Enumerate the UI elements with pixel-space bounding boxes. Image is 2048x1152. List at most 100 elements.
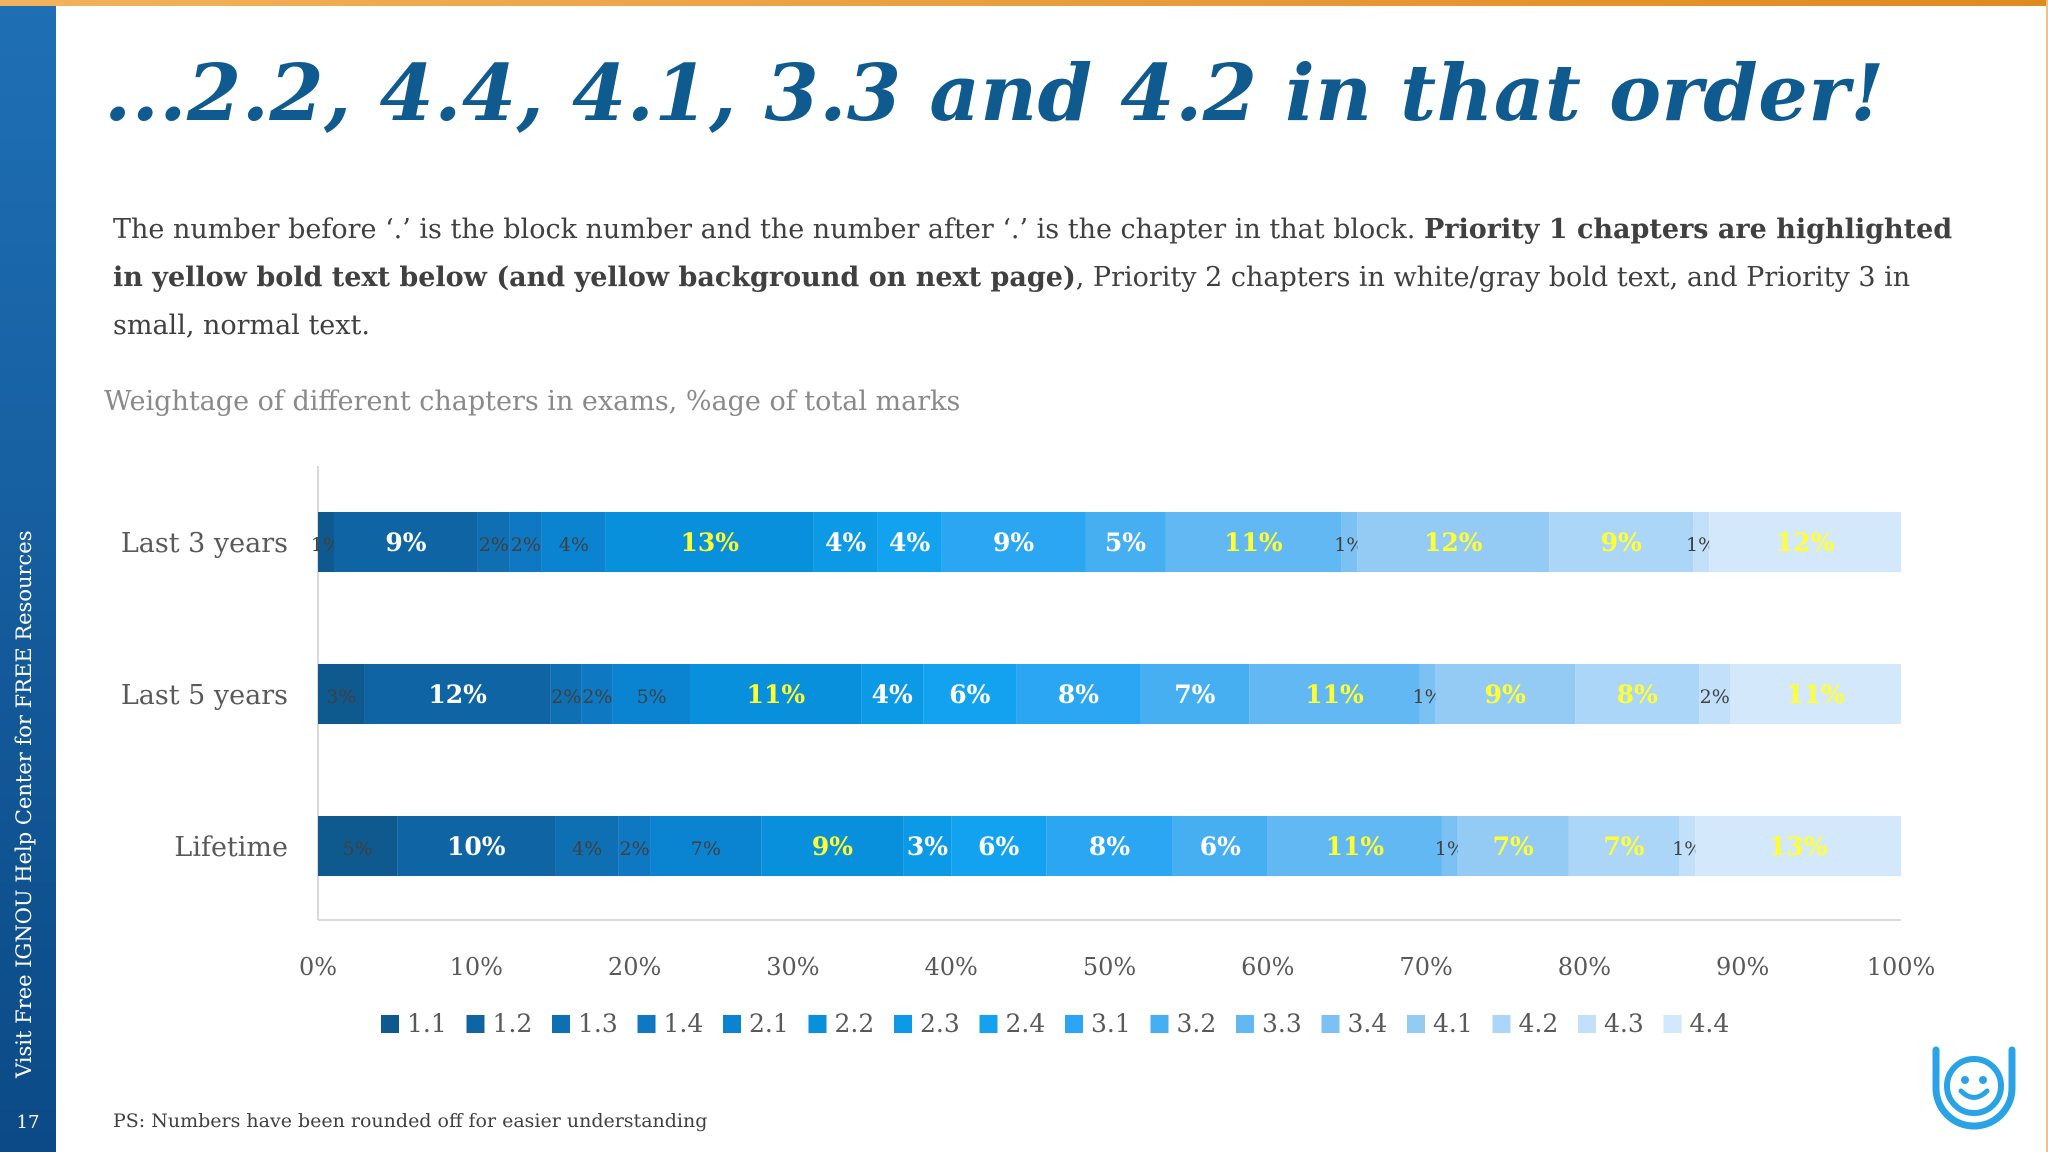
bar-segment: [1249, 664, 1420, 724]
x-tick-label: 50%: [1083, 953, 1136, 981]
bar-segment: [923, 664, 1017, 724]
legend-label: 4.1: [1433, 1009, 1473, 1038]
legend-swatch: [723, 1015, 741, 1033]
data-label: 2%: [551, 686, 581, 708]
bar-segment: [1695, 816, 1901, 876]
data-label: 7%: [1603, 832, 1644, 861]
legend-label: 1.3: [578, 1009, 618, 1038]
legend-label: 3.4: [1348, 1009, 1388, 1038]
bar-segment: [550, 664, 582, 724]
bar-segment: [541, 512, 606, 572]
bar-segment: [1046, 816, 1173, 876]
description-text-1: The number before ‘.’ is the block numbe…: [113, 214, 1424, 245]
data-label: 10%: [447, 832, 506, 861]
legend-label: 2.3: [920, 1009, 960, 1038]
legend-swatch: [1407, 1015, 1425, 1033]
legend-swatch: [1492, 1015, 1511, 1033]
bar-segment: [877, 512, 942, 572]
data-label: 4%: [872, 680, 913, 709]
data-label: 9%: [812, 832, 853, 861]
bar-segment: [1568, 816, 1680, 876]
legend-label: 3.1: [1091, 1009, 1131, 1038]
legend-swatch: [552, 1015, 570, 1033]
description-text-2: , Priority 2 chapters in white/gray bold…: [113, 262, 1911, 341]
x-tick-label: 20%: [608, 953, 661, 981]
bar-segment: [1693, 512, 1710, 572]
x-tick-label: 40%: [925, 953, 978, 981]
data-label: 9%: [1601, 528, 1642, 557]
data-label: 11%: [1305, 680, 1364, 709]
bar-segment: [477, 512, 510, 572]
side-bar: [0, 6, 56, 1152]
bar-segment: [1172, 816, 1268, 876]
x-tick-label: 90%: [1716, 953, 1769, 981]
bar-segment: [1140, 664, 1250, 724]
bar-segment: [605, 512, 814, 572]
x-tick-label: 0%: [299, 953, 337, 981]
chart-title: Weightage of different chapters in exams…: [104, 386, 961, 417]
description-paragraph: The number before ‘.’ is the block numbe…: [113, 206, 1963, 350]
legend-label: 1.1: [407, 1009, 447, 1038]
bar-segment: [1419, 664, 1436, 724]
data-label: 8%: [1089, 832, 1130, 861]
legend-swatch: [979, 1015, 998, 1033]
bar-segment: [333, 512, 478, 572]
bar-segment: [1457, 816, 1569, 876]
legend-swatch: [466, 1015, 485, 1033]
legend-swatch: [637, 1015, 656, 1033]
bar-segment: [650, 816, 762, 876]
x-tick-label: 80%: [1558, 953, 1611, 981]
stacked-bar-chart: Last 3 years Last 5 years Lifetime 0% 10% 20%…: [121, 466, 1936, 1038]
x-tick-label: 10%: [450, 953, 503, 981]
category-label: Last 5 years: [121, 680, 288, 711]
bar-segment: [318, 664, 365, 724]
bar-segment: [555, 816, 619, 876]
bar-segment: [1357, 512, 1550, 572]
legend-label: 4.2: [1519, 1009, 1559, 1038]
x-tick-label: 100%: [1867, 953, 1936, 981]
legend-label: 3.3: [1262, 1009, 1302, 1038]
bar-segment: [761, 816, 904, 876]
data-label: 5%: [342, 838, 372, 860]
legend-swatch: [1065, 1015, 1083, 1033]
data-label: 9%: [1485, 680, 1526, 709]
data-label: 4%: [559, 534, 589, 556]
legend-label: 2.4: [1006, 1009, 1046, 1038]
data-label: 13%: [680, 528, 739, 557]
category-label: Lifetime: [174, 832, 288, 863]
bar-segment: [397, 816, 556, 876]
legend-swatch: [808, 1015, 827, 1033]
data-label: 6%: [1200, 832, 1241, 861]
bar-segment: [861, 664, 924, 724]
legend-label: 4.3: [1604, 1009, 1644, 1038]
legend-swatch: [1150, 1015, 1169, 1033]
data-label: 9%: [385, 528, 426, 557]
data-label: 9%: [993, 528, 1034, 557]
bar-segment: [1085, 512, 1166, 572]
bar-segment: [509, 512, 542, 572]
x-tick-label: 70%: [1399, 953, 1452, 981]
data-label: 11%: [1224, 528, 1283, 557]
legend-swatch: [1321, 1015, 1340, 1033]
footnote: PS: Numbers have been rounded off for ea…: [113, 1110, 708, 1132]
bar-segment: [903, 816, 952, 876]
data-label: 6%: [978, 832, 1019, 861]
x-tick-label: 30%: [766, 953, 819, 981]
data-label: 12%: [428, 680, 487, 709]
data-label: 3%: [907, 832, 948, 861]
bar-segment: [951, 816, 1047, 876]
category-label: Last 3 years: [121, 528, 288, 559]
data-label: 1%: [1413, 686, 1443, 708]
right-accent-line: [2046, 0, 2048, 1152]
data-label: 1%: [311, 534, 341, 556]
legend-label: 2.2: [835, 1009, 875, 1038]
data-label: 2%: [620, 838, 650, 860]
bar-segment: [1699, 664, 1731, 724]
bar-segment: [1435, 664, 1576, 724]
data-label: 1%: [1672, 838, 1702, 860]
data-label: 6%: [949, 680, 990, 709]
bar-segment: [1730, 664, 1901, 724]
legend-swatch: [1578, 1015, 1596, 1033]
bar-segment: [318, 816, 398, 876]
legend-swatch: [1236, 1015, 1254, 1033]
